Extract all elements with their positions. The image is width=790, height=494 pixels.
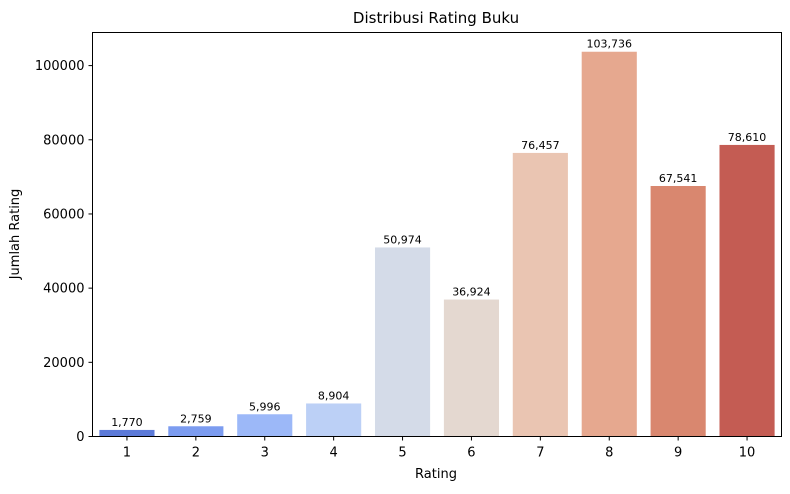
data-label-rating-3: 5,996 [249, 400, 281, 413]
x-ticks-layer: 1 2 3 4 5 6 7 8 9 10 [123, 436, 756, 461]
y-tick-label: 20000 [43, 356, 84, 371]
data-label-rating-9: 67,541 [659, 172, 698, 185]
bars-layer [99, 51, 775, 437]
y-tick-label: 100000 [35, 59, 85, 74]
x-tick-label: 9 [674, 446, 682, 461]
x-tick-label: 4 [330, 446, 338, 461]
data-label-rating-7: 76,457 [521, 139, 560, 152]
x-tick-label: 6 [467, 446, 475, 461]
y-tick-label: 40000 [43, 282, 84, 297]
data-label-rating-1: 1,770 [111, 416, 143, 429]
data-label-rating-10: 78,610 [728, 131, 767, 144]
y-tick-label: 0 [76, 430, 84, 445]
bar-rating-5 [374, 247, 431, 437]
data-label-rating-4: 8,904 [318, 389, 350, 402]
bar-rating-10 [719, 144, 775, 437]
data-label-rating-8: 103,736 [587, 38, 633, 51]
bar-rating-1 [99, 429, 155, 437]
x-tick-label: 3 [261, 446, 269, 461]
x-tick-label: 1 [123, 446, 131, 461]
data-label-rating-6: 36,924 [452, 286, 491, 299]
y-ticks-layer: 0 20000 40000 60000 80000 100000 [35, 59, 93, 445]
y-tick-label: 80000 [43, 133, 84, 148]
data-label-rating-5: 50,974 [383, 233, 422, 246]
x-tick-label: 5 [398, 446, 406, 461]
data-label-rating-2: 2,759 [180, 412, 212, 425]
x-tick-label: 10 [739, 446, 756, 461]
bar-rating-8 [581, 51, 637, 437]
bar-rating-7 [512, 152, 568, 437]
bar-rating-6 [443, 299, 500, 437]
bar-rating-4 [306, 403, 362, 437]
x-tick-label: 8 [605, 446, 613, 461]
y-axis-label: Jumlah Rating [8, 189, 23, 281]
plot-frame [92, 32, 782, 437]
data-labels-layer: 1,770 2,759 5,996 8,904 50,974 36,924 76,457 10… [111, 38, 766, 429]
x-axis-label: Rating [415, 467, 457, 482]
x-tick-label: 2 [192, 446, 200, 461]
y-tick-label: 60000 [43, 207, 84, 222]
bar-rating-3 [237, 414, 293, 437]
chart-title: Distribusi Rating Buku [353, 9, 519, 27]
x-tick-label: 7 [536, 446, 544, 461]
bar-rating-2 [168, 426, 224, 437]
bar-rating-9 [650, 185, 706, 437]
